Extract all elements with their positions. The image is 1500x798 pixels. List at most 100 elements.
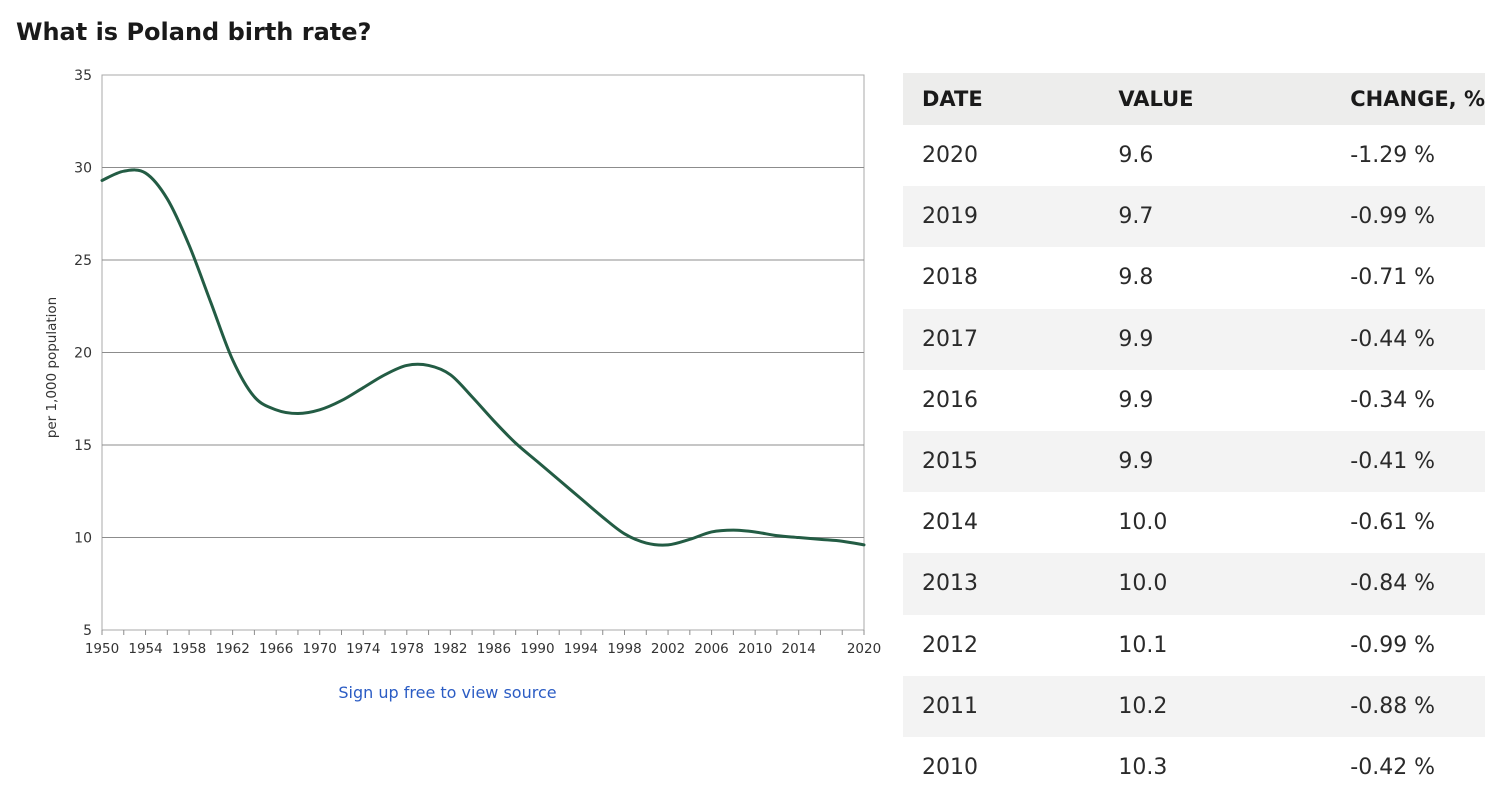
- value-cell: 10.2: [1099, 675, 1332, 737]
- header-value[interactable]: VALUE: [1099, 73, 1332, 125]
- change-cell: -0.99 %: [1331, 186, 1485, 248]
- y-tick-label: 35: [74, 68, 92, 84]
- data-point: [644, 541, 649, 546]
- change-cell: -0.42 %: [1350, 754, 1436, 780]
- x-tick-label: 2010: [738, 641, 772, 657]
- change-cell: -0.44 %: [1331, 308, 1485, 370]
- data-point: [513, 441, 518, 446]
- data-point: [862, 542, 867, 547]
- y-tick-label: 10: [74, 531, 92, 547]
- x-tick-label: 1966: [259, 641, 293, 657]
- data-point: [361, 385, 366, 390]
- x-tick-label: 2002: [651, 641, 685, 657]
- data-point: [491, 418, 496, 423]
- date-cell: 2020: [922, 143, 978, 169]
- value-cell: 10.0: [1099, 553, 1332, 615]
- y-tick-label: 15: [74, 438, 92, 454]
- change-cell: -0.61 %: [1350, 510, 1436, 536]
- data-point: [295, 411, 300, 416]
- date-cell: 2012: [922, 632, 978, 658]
- x-tick-label: 1974: [346, 641, 380, 657]
- birth-rate-chart: 5 10 15 20 25 30 35 1950 1954 1958 1962 1966 1970 197…: [44, 68, 881, 657]
- view-source-link[interactable]: Sign up free to view source: [338, 683, 557, 702]
- data-point: [622, 531, 627, 536]
- change-cell: -0.99 %: [1350, 632, 1436, 658]
- x-tick-label: 2020: [847, 641, 881, 657]
- table-row: 2019 9.7 -0.99 %: [903, 186, 1485, 248]
- data-point: [731, 528, 736, 533]
- data-point: [165, 196, 170, 201]
- y-axis-label: per 1,000 population: [44, 297, 60, 439]
- data-point: [448, 372, 453, 377]
- table-row: 2013 10.0 -0.84 %: [903, 553, 1485, 615]
- header-change[interactable]: CHANGE, %: [1331, 73, 1485, 125]
- value-cell: 9.9: [1099, 430, 1332, 493]
- data-point: [252, 394, 257, 399]
- date-cell: 2019: [903, 186, 1100, 248]
- data-point: [404, 363, 409, 368]
- table-row: 2010 10.3 -0.42 %: [903, 737, 1485, 798]
- change-cell: -0.41 %: [1331, 430, 1485, 493]
- table-row: 2020 9.6 -1.29 %: [903, 125, 1485, 186]
- data-point: [796, 535, 801, 540]
- data-point: [187, 243, 192, 248]
- date-cell: 2013: [903, 553, 1100, 615]
- data-point: [100, 178, 105, 183]
- data-point: [578, 496, 583, 501]
- data-point: [208, 300, 213, 305]
- date-cell: 2015: [903, 430, 1100, 493]
- data-point: [535, 459, 540, 464]
- date-cell: 2011: [903, 675, 1100, 737]
- table-row: 2011 10.2 -0.88 %: [903, 675, 1485, 737]
- date-cell: 2016: [922, 387, 978, 413]
- x-tick-label: 1990: [520, 641, 554, 657]
- x-tick-label: 1998: [607, 641, 641, 657]
- data-point: [666, 542, 671, 547]
- data-point: [383, 372, 388, 377]
- y-tick-label: 25: [74, 253, 92, 269]
- y-tick-label: 20: [74, 346, 92, 362]
- x-tick-label: 1970: [303, 641, 337, 657]
- x-tick-label: 1978: [390, 641, 424, 657]
- value-cell: 9.9: [1099, 308, 1332, 370]
- header-date[interactable]: DATE: [903, 73, 1100, 125]
- data-point: [274, 407, 279, 412]
- data-point: [840, 539, 845, 544]
- birth-rate-line: [100, 168, 866, 547]
- x-tick-label: 1950: [85, 641, 119, 657]
- table-row: 2015 9.9 -0.41 %: [903, 430, 1485, 493]
- x-tick-label: 1982: [433, 641, 467, 657]
- table-row: 2017 9.9 -0.44 %: [903, 308, 1485, 370]
- x-tick-label: 1954: [128, 641, 162, 657]
- data-point: [470, 394, 475, 399]
- data-point: [753, 529, 758, 534]
- data-point: [557, 478, 562, 483]
- change-cell: -1.29 %: [1350, 143, 1436, 169]
- table-row: 2016 9.9 -0.34 %: [903, 370, 1485, 431]
- x-tick-label: 1962: [215, 641, 249, 657]
- date-cell: 2017: [903, 308, 1100, 370]
- x-tick-label: 1958: [172, 641, 206, 657]
- value-cell: 10.1: [1118, 632, 1168, 658]
- table-row: 2012 10.1 -0.99 %: [903, 615, 1485, 676]
- data-point: [143, 171, 148, 176]
- change-cell: -0.88 %: [1331, 675, 1485, 737]
- table-header-row: DATE VALUE CHANGE, %: [903, 73, 1485, 125]
- value-cell: 9.6: [1118, 143, 1154, 169]
- y-tick-label: 5: [83, 623, 92, 639]
- x-tick-label: 1994: [564, 641, 598, 657]
- value-cell: 10.0: [1118, 510, 1168, 536]
- data-point: [230, 357, 235, 362]
- table-row: 2018 9.8 -0.71 %: [903, 247, 1485, 308]
- data-point: [818, 537, 823, 542]
- value-cell: 9.9: [1118, 387, 1154, 413]
- chart-container: 5 10 15 20 25 30 35 1950 1954 1958 1962 1966 1970 197…: [0, 60, 890, 660]
- x-tick-label: 1986: [477, 641, 511, 657]
- change-cell: -0.71 %: [1350, 265, 1436, 291]
- page-title: What is Poland birth rate?: [16, 18, 372, 46]
- birth-rate-table: DATE VALUE CHANGE, % 2020 9.6 -1.29 % 20…: [903, 73, 1485, 798]
- table-row: 2014 10.0 -0.61 %: [903, 492, 1485, 553]
- data-point: [426, 363, 431, 368]
- date-cell: 2010: [922, 754, 978, 780]
- data-point: [774, 533, 779, 538]
